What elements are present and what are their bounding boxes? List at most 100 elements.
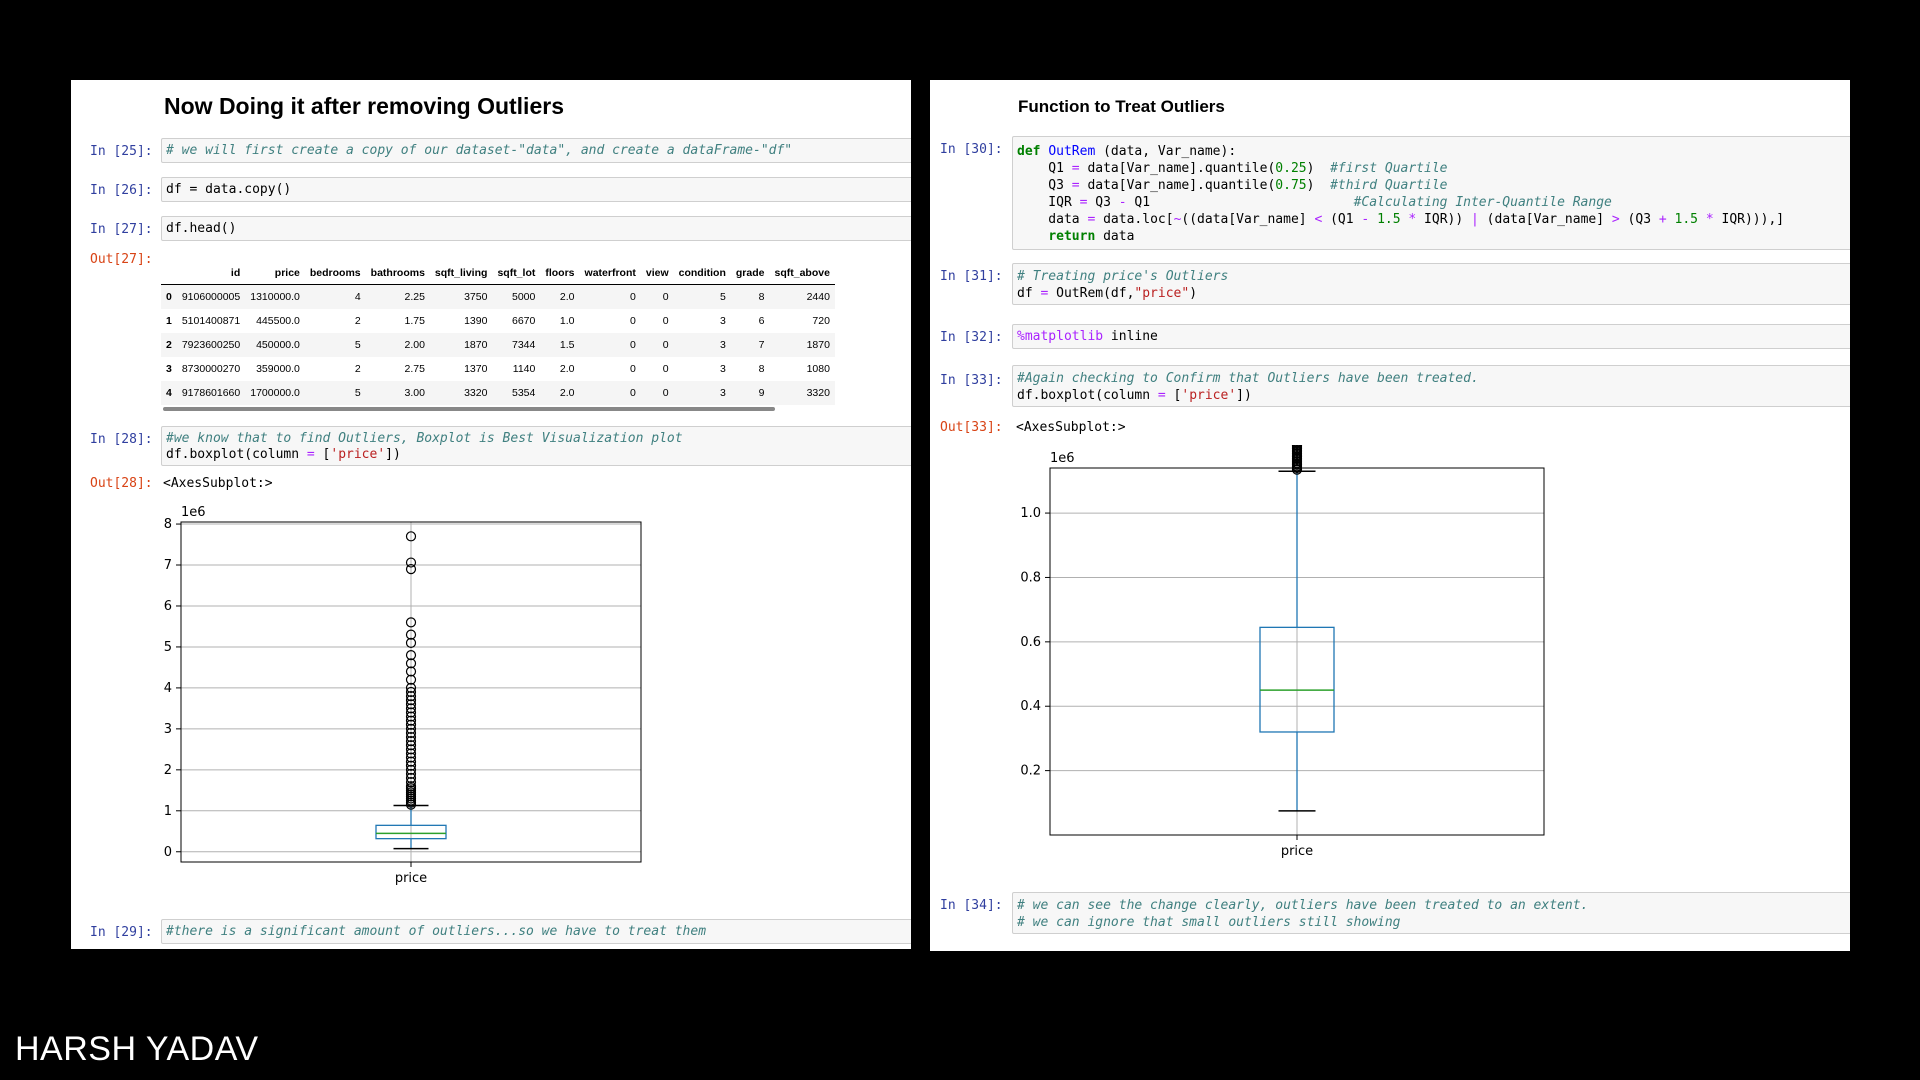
code-token: data.loc[ — [1095, 212, 1174, 227]
prompt-in-29: In [29]: — [90, 925, 153, 940]
code-cell-31[interactable]: # Treating price's Outliers df = OutRem(… — [1012, 263, 1850, 305]
table-cell: 2.0 — [540, 284, 580, 309]
left-section-title: Now Doing it after removing Outliers — [164, 93, 564, 119]
code-cell-32[interactable]: %matplotlib inline — [1012, 324, 1850, 349]
code-cell-34[interactable]: # we can see the change clearly, outlier… — [1012, 892, 1850, 934]
table-cell: 3.00 — [365, 381, 430, 405]
table-cell: 0 — [662, 363, 669, 375]
table-cell: 1390 — [464, 315, 488, 327]
outlier-point — [405, 740, 417, 751]
code-cell-33[interactable]: #Again checking to Confirm that Outliers… — [1012, 365, 1850, 407]
table-cell: 2.00 — [365, 333, 430, 357]
code-cell-25[interactable]: # we will first create a copy of our dat… — [161, 138, 911, 163]
prompt-in-33: In [33]: — [940, 373, 1003, 388]
table-cell: 0 — [630, 363, 636, 375]
code-line: #there is a significant amount of outlie… — [166, 924, 707, 939]
outlier-point — [405, 731, 417, 743]
table-header-cell: condition — [673, 262, 731, 285]
table-header-cell: grade — [730, 262, 770, 285]
outlier-point — [405, 531, 417, 542]
table-row: 2 7923600250 450000.0 5 2.00 1870 7344 1.5 0 0 3 7 1… — [161, 333, 835, 357]
code-cell-29[interactable]: #there is a significant amount of outlie… — [161, 919, 911, 944]
prompt-out-33: Out[33]: — [940, 420, 1003, 435]
code-line: # Treating price's Outliers — [1017, 269, 1229, 284]
outlier-point — [405, 772, 417, 784]
code-token: data[Var_name].quantile( — [1079, 161, 1276, 176]
table-cell: 5 — [304, 333, 366, 357]
code-token: return — [1048, 229, 1096, 244]
outlier-point — [405, 690, 417, 702]
code-cell-26[interactable]: df = data.copy() — [161, 177, 911, 202]
y-tick-label: 2 — [164, 763, 172, 778]
code-token: = — [1071, 161, 1080, 176]
outlier-point — [405, 727, 417, 739]
author-watermark: HARSH YADAV — [15, 1030, 259, 1068]
outlier-point — [405, 699, 417, 710]
code-token: = — [1157, 388, 1166, 403]
code-token: = — [1040, 286, 1049, 301]
table-index-cell: 0 — [161, 284, 177, 309]
code-token: Q3 — [1087, 195, 1119, 210]
code-token: < — [1314, 212, 1323, 227]
code-cell-30[interactable]: def OutRem (data, Var_name): Q1 = data[V… — [1012, 136, 1850, 250]
code-token: (data, Var_name): — [1095, 144, 1237, 159]
table-cell: 1310000.0 — [245, 284, 305, 309]
code-token: = — [1079, 195, 1088, 210]
code-token: 1.5 — [1369, 212, 1409, 227]
code-token: inline — [1103, 329, 1158, 344]
code-token: #first Quartile — [1330, 161, 1448, 176]
code-line: df.boxplot(column = ['price']) — [1017, 387, 1252, 404]
table-row: 4 9178601660 1700000.0 5 3.00 3320 5354 2.0 0 0 3 9… — [161, 381, 835, 405]
table-cell: 2.0 — [559, 363, 575, 375]
table-header-cell: sqft_living — [429, 262, 493, 285]
code-line: data = data.loc[~((data[Var_name] < (Q1 … — [1017, 211, 1784, 228]
code-token: Q1 — [1017, 161, 1072, 176]
code-token: ((data[Var_name] — [1181, 212, 1315, 227]
outlier-point — [405, 781, 417, 792]
code-token: 0.25 — [1275, 161, 1307, 176]
code-token: - — [1118, 195, 1127, 210]
table-index-cell: 2 — [161, 333, 177, 357]
code-cell-28[interactable]: #we know that to find Outliers, Boxplot … — [161, 426, 911, 466]
table-cell: 6 — [758, 315, 765, 327]
outlier-point — [405, 764, 417, 775]
prompt-out-27: Out[27]: — [90, 252, 153, 267]
table-cell: 3320 — [769, 381, 835, 405]
table-cell: 0 — [630, 315, 636, 327]
table-header-cell: waterfront — [579, 262, 641, 285]
prompt-in-27: In [27]: — [90, 222, 153, 237]
y-tick-label: 0.6 — [1020, 635, 1041, 650]
code-line: # we will first create a copy of our dat… — [166, 143, 793, 158]
table-cell: 0 — [579, 381, 641, 405]
code-line: df = data.copy() — [166, 182, 292, 197]
outlier-point — [405, 703, 417, 714]
table-cell: 2 — [354, 363, 361, 375]
table-cell: 1140 — [512, 363, 536, 375]
code-token: #third Quartile — [1330, 178, 1448, 193]
prompt-in-32: In [32]: — [940, 330, 1003, 345]
table-row: 1 5101400871 445500.0 2 1.75 1390 6670 1.0 0 0 3 6 7… — [161, 309, 835, 333]
y-tick-label: 1.0 — [1020, 506, 1041, 521]
code-token: IQR))),] — [1713, 212, 1785, 227]
table-cell: 5000 — [492, 284, 541, 309]
table-cell: 0 — [640, 333, 674, 357]
outlier-point — [405, 756, 417, 767]
code-token: df — [1017, 286, 1041, 301]
code-cell-27[interactable]: df.head() — [161, 216, 911, 241]
code-token: * — [1408, 212, 1417, 227]
code-token: "price" — [1134, 286, 1190, 301]
outlier-point — [405, 682, 417, 694]
output-text-33: <AxesSubplot:> — [1016, 420, 1126, 435]
right-notebook-panel: Function to Treat Outliers In [30]: def … — [930, 80, 1850, 951]
dataframe-table: id price bedrooms bathrooms sqft_living sqft_… — [161, 262, 835, 405]
code-token: | — [1471, 212, 1479, 227]
table-cell: 3 — [720, 363, 726, 375]
table-horizontal-scrollbar[interactable] — [163, 407, 775, 411]
table-header-cell: view — [640, 262, 674, 285]
code-token: ]) — [385, 447, 401, 462]
prompt-in-26: In [26]: — [90, 183, 153, 198]
iqr-box — [375, 824, 447, 840]
prompt-in-31: In [31]: — [940, 269, 1003, 284]
iqr-box — [1259, 626, 1335, 733]
code-token: ) — [1306, 178, 1331, 193]
